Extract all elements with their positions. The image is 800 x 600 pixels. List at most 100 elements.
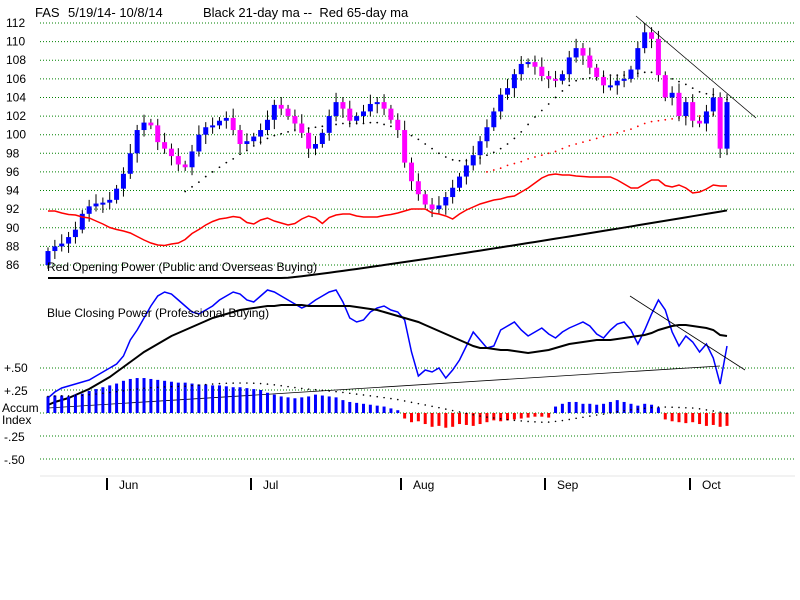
accum-ma-point: [143, 387, 145, 390]
accum-bar: [437, 413, 441, 426]
header-ma-legend: Black 21-day ma -- Red 65-day ma: [203, 5, 409, 20]
accum-bar: [176, 382, 180, 413]
ma21-point: [376, 121, 379, 124]
accum-bar: [698, 413, 702, 425]
candle-body: [347, 108, 353, 121]
candle-body: [374, 102, 380, 105]
x-axis: Jun Jul Aug Sep Oct: [40, 475, 795, 492]
ma21-point: [191, 185, 193, 188]
accum-ma-point: [493, 417, 495, 419]
accum-ma-point: [616, 410, 619, 413]
candle-body: [162, 142, 168, 149]
candle-body: [429, 204, 435, 210]
ma21-point: [540, 109, 543, 112]
candle-body: [120, 173, 126, 189]
accum-bar: [307, 396, 311, 413]
candle-body: [107, 199, 113, 203]
ma21-point: [458, 159, 461, 162]
accum-bar: [121, 380, 125, 413]
candle-body: [72, 229, 78, 238]
candle-body: [470, 155, 476, 166]
month-label: Jul: [263, 478, 278, 492]
ma21-point: [266, 137, 269, 140]
accum-ma-point: [424, 404, 427, 406]
accum-bar: [259, 390, 263, 413]
ma65-point: [630, 128, 632, 131]
ma65-point: [609, 133, 612, 136]
y-tick-label: 100: [6, 128, 26, 142]
candle-body: [642, 32, 648, 49]
accum-bar: [650, 404, 654, 413]
candle-body: [333, 102, 339, 117]
ma21-point: [390, 125, 392, 128]
accum-bar: [224, 386, 228, 413]
accum-bar: [506, 413, 510, 421]
candle-body: [264, 119, 270, 131]
accum-bar: [341, 400, 345, 413]
ma21-point: [211, 171, 214, 173]
accum-ma-point: [698, 408, 701, 410]
candle-body: [258, 130, 264, 137]
closing-power-title: Blue Closing Power (Professional Buying): [47, 306, 269, 320]
candle-body: [484, 127, 490, 142]
accum-bar: [382, 406, 386, 413]
candle-body: [422, 194, 428, 205]
accum-ma-point: [410, 401, 413, 404]
accum-bar: [451, 413, 455, 427]
accum-bar: [327, 396, 331, 413]
accum-ma-point: [602, 413, 605, 415]
candle-body: [237, 130, 243, 144]
y-tick-label: 102: [6, 109, 26, 123]
ma21-point: [671, 77, 674, 80]
candle-body: [155, 125, 161, 143]
accum-bar: [101, 387, 105, 413]
ma21-point: [499, 147, 502, 150]
ma21-point: [424, 143, 427, 145]
ma21-point: [225, 161, 228, 164]
ma21-point: [554, 96, 557, 99]
accum-bar: [622, 401, 626, 413]
accum-bar: [142, 378, 146, 413]
ma65-point: [623, 130, 626, 132]
ma65-point: [499, 167, 502, 170]
candle-body: [134, 130, 140, 154]
accum-ma-point: [623, 409, 625, 412]
candle-body: [175, 156, 181, 165]
ma21-point: [204, 175, 207, 178]
accum-ma-point: [719, 411, 721, 413]
accum-bar: [464, 413, 468, 425]
accum-bar: [403, 413, 407, 419]
accum-label: Accum: [2, 401, 39, 415]
accum-bar: [149, 378, 153, 413]
accum-ma-point: [637, 408, 639, 410]
moving-averages: [184, 71, 728, 193]
accum-ma-point: [362, 394, 365, 396]
ma21-point: [335, 123, 337, 126]
accum-bar: [389, 408, 393, 413]
accum-ma-point: [273, 384, 276, 386]
y-tick-label: 86: [6, 258, 20, 272]
ma21-point: [582, 77, 584, 80]
accum-ma-point: [163, 386, 166, 388]
accum-bar: [60, 395, 64, 413]
accum-bar: [547, 413, 551, 418]
closing-power-panel: [47, 289, 746, 409]
price-candles: [45, 23, 730, 269]
y-tick-label: 106: [6, 72, 26, 86]
ma65-point: [540, 154, 543, 157]
accum-bar: [313, 394, 317, 413]
accum-bar: [163, 380, 167, 413]
accum-ma-point: [129, 389, 132, 391]
ma21-point: [643, 71, 646, 74]
ma21-point: [417, 138, 420, 141]
candle-body: [463, 165, 469, 177]
accum-bar: [608, 401, 612, 413]
candle-body: [299, 123, 305, 133]
accum-ma-point: [671, 406, 673, 409]
candle-body: [86, 206, 92, 214]
candle-body: [621, 78, 627, 81]
accum-ma-point: [335, 390, 337, 393]
candle-body: [340, 102, 346, 109]
accum-ma-point: [547, 421, 550, 423]
accum-bar: [128, 378, 132, 413]
